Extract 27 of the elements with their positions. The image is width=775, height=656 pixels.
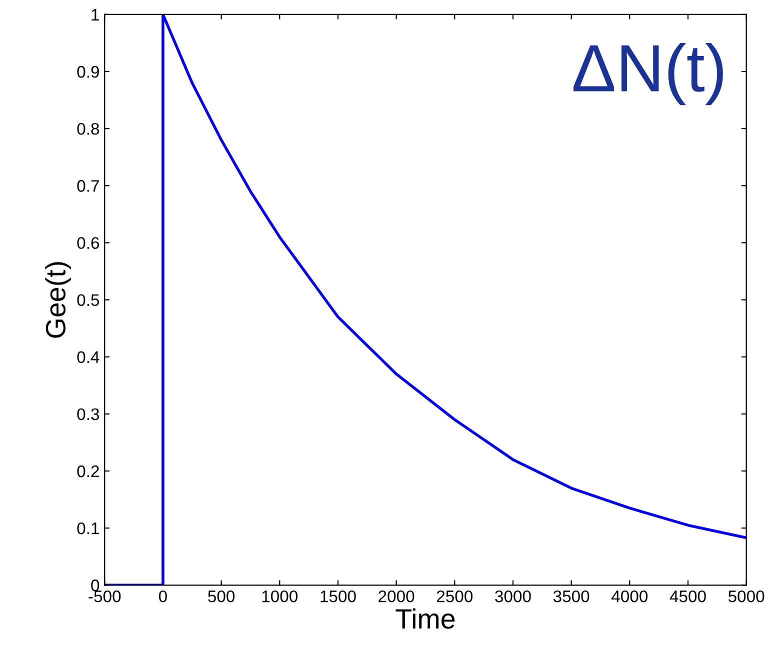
- y-tick-label: 0.8: [77, 122, 100, 135]
- x-axis-title: Time: [396, 608, 455, 629]
- x-tick-label: 500: [208, 590, 235, 602]
- x-tick-label: 2500: [436, 590, 473, 602]
- y-tick-label: 0.1: [77, 522, 99, 534]
- y-axis-title: Gee(t): [45, 262, 72, 338]
- x-tick-label: 3500: [553, 590, 590, 602]
- y-tick-label: 0.5: [77, 294, 100, 306]
- y-tick-label: 0.2: [77, 465, 99, 478]
- x-tick-label: 1000: [262, 590, 298, 602]
- x-tick-label: 0: [158, 590, 167, 602]
- x-tick-label: 4000: [612, 590, 648, 602]
- y-tick-label: 0.6: [77, 237, 100, 249]
- x-tick-label: -500: [88, 590, 121, 602]
- x-tick-label: 4500: [670, 590, 706, 602]
- x-tick-label: 5000: [728, 590, 764, 602]
- y-tick-label: 0.3: [77, 408, 100, 420]
- x-tick-label: 1500: [320, 590, 356, 602]
- y-tick-label: 1: [92, 9, 99, 20]
- x-tick-label: 2000: [378, 590, 414, 602]
- y-tick-label: 0.4: [77, 351, 100, 364]
- line-series: [104, 14, 746, 586]
- y-tick-label: 0.9: [77, 66, 99, 78]
- x-tick-label: 3000: [495, 590, 531, 602]
- y-tick-label: 0: [91, 580, 100, 592]
- annotation: ΔN(t): [573, 42, 723, 106]
- y-tick-label: 0.7: [77, 180, 99, 192]
